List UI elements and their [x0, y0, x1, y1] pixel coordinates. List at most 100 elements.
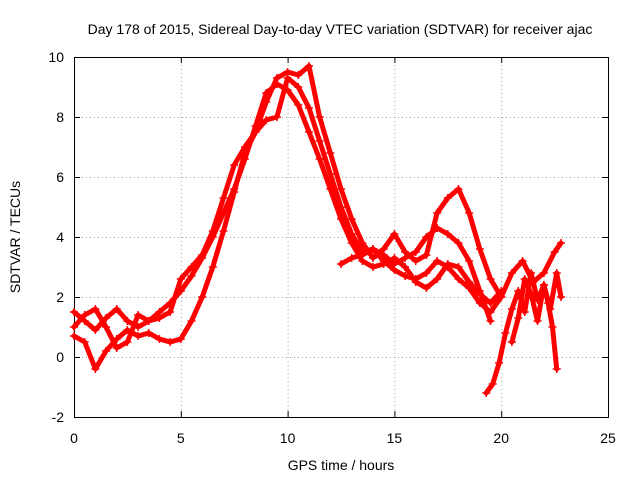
data-point: [507, 338, 516, 346]
data-point: [486, 308, 495, 316]
data-point: [401, 272, 410, 280]
data-point: [347, 230, 356, 238]
data-point: [390, 230, 399, 238]
data-point: [70, 323, 78, 331]
data-point: [176, 275, 185, 283]
data-point: [304, 62, 313, 70]
y-axis: -2 0 2 4 6 8 10: [48, 49, 608, 425]
data-point: [230, 188, 239, 196]
data-point: [102, 347, 111, 355]
data-point: [198, 293, 207, 301]
data-point: [219, 227, 228, 235]
data-point: [337, 203, 345, 211]
data-point: [358, 251, 367, 259]
data-point: [91, 365, 100, 373]
data-point: [454, 263, 463, 271]
data-point: [144, 317, 153, 325]
data-point: [304, 104, 313, 112]
data-point: [80, 338, 89, 346]
data-point: [465, 257, 474, 265]
data-point: [433, 257, 442, 265]
data-point: [294, 101, 303, 109]
data-point: [240, 143, 249, 151]
x-tick-label: 5: [177, 430, 185, 446]
data-point: [112, 344, 121, 352]
data-point: [475, 299, 484, 307]
data-point: [454, 275, 463, 283]
data-point: [544, 299, 553, 307]
data-point: [304, 128, 313, 136]
y-tick-label: 2: [56, 289, 64, 305]
data-point: [557, 293, 566, 301]
data-point: [475, 245, 484, 253]
data-point: [552, 269, 561, 277]
data-point: [337, 260, 345, 268]
data-point: [507, 305, 516, 313]
data-point: [123, 317, 132, 325]
data-point: [482, 389, 491, 397]
chart-title: Day 178 of 2015, Sidereal Day-to-day VTE…: [88, 21, 593, 37]
data-point: [507, 269, 516, 277]
y-tick-label: 0: [56, 349, 64, 365]
data-point: [539, 269, 548, 277]
data-point: [326, 149, 335, 157]
y-tick-label: -2: [52, 409, 65, 425]
data-point: [347, 254, 356, 262]
data-point: [337, 185, 345, 193]
data-point: [230, 161, 239, 169]
data-point: [465, 209, 474, 217]
data-point: [112, 305, 121, 313]
data-point: [198, 251, 207, 259]
data-point: [443, 230, 452, 238]
data-point: [520, 275, 529, 283]
data-point: [411, 248, 420, 256]
data-point: [208, 227, 217, 235]
data-point: [557, 239, 566, 247]
series-group: [70, 62, 566, 397]
data-point: [443, 194, 452, 202]
data-point: [91, 326, 100, 334]
data-point: [548, 323, 557, 331]
data-point: [527, 269, 536, 277]
data-point: [379, 257, 388, 265]
data-point: [187, 263, 196, 271]
data-point: [550, 248, 559, 256]
y-axis-label: SDTVAR / TECUs: [7, 181, 23, 293]
data-point: [294, 83, 303, 91]
data-point: [495, 359, 504, 367]
data-point: [379, 245, 388, 253]
series-line-track-b: [71, 75, 493, 372]
data-point: [315, 137, 324, 145]
data-point: [488, 380, 497, 388]
data-point: [155, 335, 164, 343]
data-point: [70, 308, 78, 316]
data-point: [390, 266, 399, 274]
data-point: [433, 275, 442, 283]
data-point: [443, 263, 452, 271]
data-point: [134, 311, 143, 319]
data-point: [518, 257, 527, 265]
data-point: [358, 239, 367, 247]
data-point: [347, 215, 356, 223]
data-point: [411, 275, 420, 283]
data-point: [465, 284, 474, 292]
x-tick-label: 0: [70, 430, 78, 446]
data-point: [155, 314, 164, 322]
x-tick-label: 25: [600, 430, 616, 446]
y-tick-label: 6: [56, 169, 64, 185]
data-point: [433, 209, 442, 217]
data-point: [166, 338, 175, 346]
y-tick-label: 8: [56, 109, 64, 125]
x-tick-label: 20: [493, 430, 509, 446]
data-point: [283, 68, 292, 76]
data-point: [187, 317, 196, 325]
data-point: [486, 299, 495, 307]
data-point: [219, 194, 228, 202]
data-point: [486, 317, 495, 325]
data-point: [166, 308, 175, 316]
data-point: [539, 281, 548, 289]
data-point: [401, 263, 410, 271]
data-point: [315, 113, 324, 121]
